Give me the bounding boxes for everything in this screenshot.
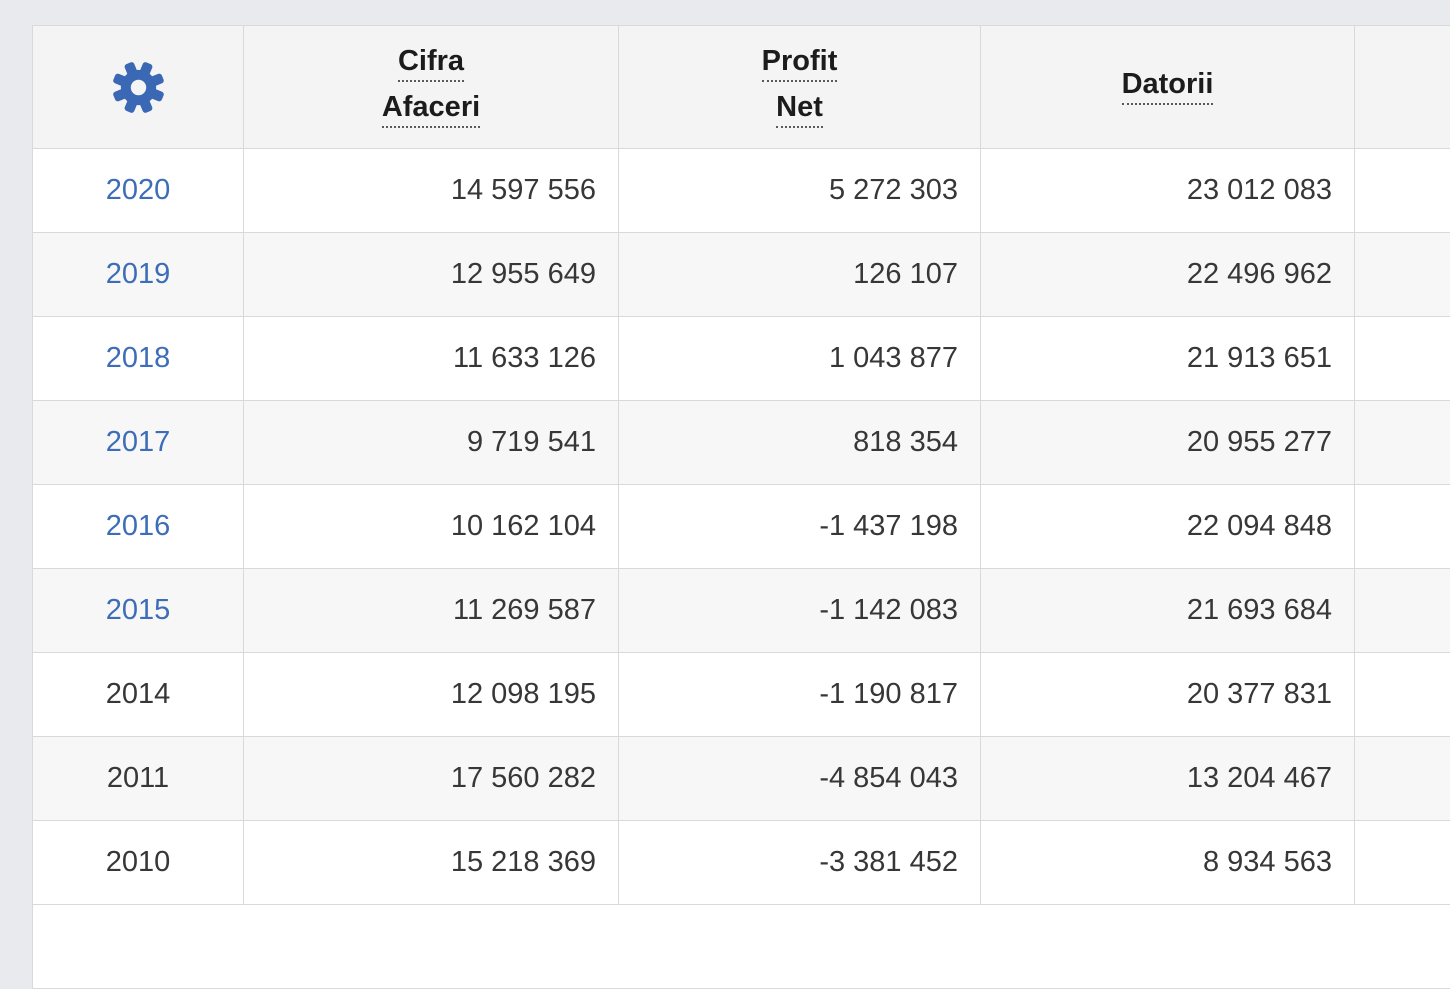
profit-net-cell: -1 142 083 [619,569,981,653]
year-cell: 2016 [33,485,244,569]
column-header-cifra-afaceri: Cifra Afaceri [244,26,619,149]
datorii-cell: 8 934 563 [981,821,1355,905]
year-label: 2014 [106,678,171,710]
datorii-cell: 23 012 083 [981,149,1355,233]
header-row: Cifra Afaceri Profit Net Datorii [33,26,1450,149]
year-cell: 2010 [33,821,244,905]
profit-net-cell: 818 354 [619,401,981,485]
header-label-datorii[interactable]: Datorii [1122,69,1214,105]
cifra-afaceri-cell: 9 719 541 [244,401,619,485]
gear-icon [110,59,167,116]
cifra-afaceri-cell: 11 269 587 [244,569,619,653]
year-cell: 2011 [33,737,244,821]
profit-net-cell: 126 107 [619,233,981,317]
table-row: 2018 11 633 126 1 043 877 21 913 651 [33,317,1450,401]
settings-button[interactable] [33,59,243,116]
settings-header-cell [33,26,244,149]
year-cell: 2014 [33,653,244,737]
column-header-datorii: Datorii [981,26,1355,149]
header-label-net[interactable]: Net [776,92,823,128]
year-cell: 2017 [33,401,244,485]
year-link[interactable]: 2016 [106,510,171,542]
table-row: 2014 12 098 195 -1 190 817 20 377 831 [33,653,1450,737]
extra-cell [1355,737,1450,821]
table-row: 2011 17 560 282 -4 854 043 13 204 467 [33,737,1450,821]
datorii-cell: 21 693 684 [981,569,1355,653]
header-label-cifra[interactable]: Cifra [398,46,464,82]
table-row: 2019 12 955 649 126 107 22 496 962 [33,233,1450,317]
column-header-extra [1355,26,1450,149]
year-link[interactable]: 2020 [106,174,171,206]
profit-net-cell: -4 854 043 [619,737,981,821]
datorii-cell: 20 955 277 [981,401,1355,485]
table-row: 2015 11 269 587 -1 142 083 21 693 684 [33,569,1450,653]
profit-net-cell: -1 190 817 [619,653,981,737]
datorii-cell: 21 913 651 [981,317,1355,401]
table-row: 2010 15 218 369 -3 381 452 8 934 563 [33,821,1450,905]
year-cell: 2019 [33,233,244,317]
datorii-cell: 22 496 962 [981,233,1355,317]
extra-cell [1355,149,1450,233]
year-cell: 2015 [33,569,244,653]
year-label: 2011 [107,762,169,794]
extra-cell [1355,653,1450,737]
profit-net-cell: -1 437 198 [619,485,981,569]
extra-cell [1355,233,1450,317]
cifra-afaceri-cell: 17 560 282 [244,737,619,821]
year-link[interactable]: 2018 [106,342,171,374]
extra-cell [1355,317,1450,401]
header-label-profit[interactable]: Profit [762,46,838,82]
column-header-profit-net: Profit Net [619,26,981,149]
cifra-afaceri-cell: 14 597 556 [244,149,619,233]
extra-cell [1355,401,1450,485]
year-link[interactable]: 2019 [106,258,171,290]
cifra-afaceri-cell: 15 218 369 [244,821,619,905]
datorii-cell: 22 094 848 [981,485,1355,569]
footer-cell [33,905,1450,989]
table-body: 2020 14 597 556 5 272 303 23 012 083 201… [33,149,1450,989]
datorii-cell: 20 377 831 [981,653,1355,737]
table-row: 2016 10 162 104 -1 437 198 22 094 848 [33,485,1450,569]
table-row: 2017 9 719 541 818 354 20 955 277 [33,401,1450,485]
year-label: 2010 [106,846,171,878]
extra-cell [1355,569,1450,653]
extra-cell [1355,485,1450,569]
table-row: 2020 14 597 556 5 272 303 23 012 083 [33,149,1450,233]
footer-row [33,905,1450,989]
year-cell: 2018 [33,317,244,401]
cifra-afaceri-cell: 11 633 126 [244,317,619,401]
header-label-afaceri[interactable]: Afaceri [382,92,480,128]
financial-data-table: Cifra Afaceri Profit Net Datorii [32,25,1450,989]
profit-net-cell: -3 381 452 [619,821,981,905]
profit-net-cell: 1 043 877 [619,317,981,401]
year-cell: 2020 [33,149,244,233]
cifra-afaceri-cell: 12 955 649 [244,233,619,317]
extra-cell [1355,821,1450,905]
cifra-afaceri-cell: 10 162 104 [244,485,619,569]
year-link[interactable]: 2017 [106,426,171,458]
profit-net-cell: 5 272 303 [619,149,981,233]
cifra-afaceri-cell: 12 098 195 [244,653,619,737]
year-link[interactable]: 2015 [106,594,171,626]
financial-table-container: Cifra Afaceri Profit Net Datorii [32,25,1450,989]
datorii-cell: 13 204 467 [981,737,1355,821]
